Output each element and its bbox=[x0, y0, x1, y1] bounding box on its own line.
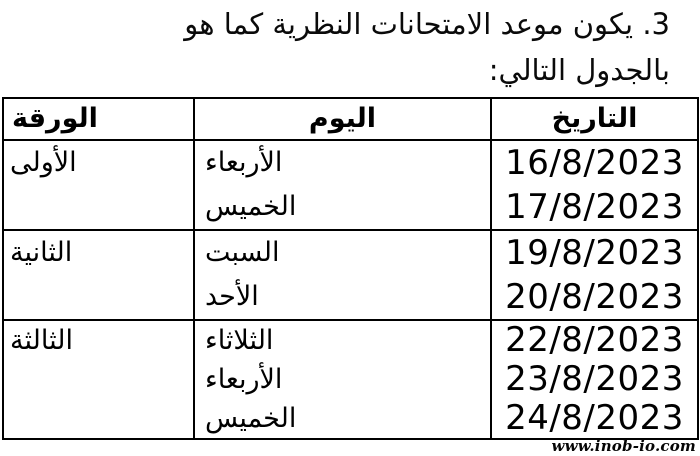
column-header-day: اليوم bbox=[193, 97, 492, 141]
date-cell: 22/8/2023 23/8/2023 24/8/2023 bbox=[490, 319, 699, 440]
day-value: الثلاثاء bbox=[205, 325, 274, 356]
day-value: الأربعاء bbox=[205, 147, 283, 178]
paper-value: الأولى bbox=[10, 147, 77, 178]
day-value: الأحد bbox=[205, 281, 259, 312]
day-cell: السبت الأحد bbox=[193, 229, 492, 321]
date-value: 23/8/2023 bbox=[505, 359, 684, 399]
heading-line-1: 3. يكون موعد الامتحانات النظرية كما هو bbox=[184, 7, 670, 41]
date-value: 22/8/2023 bbox=[505, 320, 684, 360]
paper-value: الثالثة bbox=[10, 325, 73, 356]
day-value: الخميس bbox=[205, 403, 297, 434]
table-row-paper-3: 22/8/2023 23/8/2023 24/8/2023 الثلاثاء ا… bbox=[2, 319, 699, 440]
date-cell: 19/8/2023 20/8/2023 bbox=[490, 229, 699, 321]
date-value: 17/8/2023 bbox=[505, 187, 684, 227]
date-value: 24/8/2023 bbox=[505, 398, 684, 438]
column-header-date: التاريخ bbox=[490, 97, 699, 141]
date-value: 16/8/2023 bbox=[505, 143, 684, 183]
day-value: السبت bbox=[205, 237, 280, 268]
paper-cell: الثالثة bbox=[2, 319, 195, 440]
column-header-paper: الورقة bbox=[2, 97, 195, 141]
section-heading: 3. يكون موعد الامتحانات النظرية كما هو ب… bbox=[60, 1, 670, 93]
day-value: الأربعاء bbox=[205, 364, 283, 395]
paper-cell: الثانية bbox=[2, 229, 195, 321]
date-value: 20/8/2023 bbox=[505, 277, 684, 317]
table-header-row: التاريخ اليوم الورقة bbox=[2, 97, 699, 141]
paper-value: الثانية bbox=[10, 237, 73, 268]
date-cell: 16/8/2023 17/8/2023 bbox=[490, 139, 699, 231]
date-value: 19/8/2023 bbox=[505, 233, 684, 273]
table-row-paper-1: 16/8/2023 17/8/2023 الأربعاء الخميس الأو… bbox=[2, 139, 699, 231]
paper-cell: الأولى bbox=[2, 139, 195, 231]
exam-schedule-table: التاريخ اليوم الورقة 16/8/2023 17/8/2023… bbox=[2, 97, 699, 440]
heading-line-2: بالجدول التالي: bbox=[488, 53, 670, 87]
table-row-paper-2: 19/8/2023 20/8/2023 السبت الأحد الثانية bbox=[2, 229, 699, 321]
day-value: الخميس bbox=[205, 191, 297, 222]
watermark-url: www.inob-io.com bbox=[551, 437, 696, 455]
day-cell: الأربعاء الخميس bbox=[193, 139, 492, 231]
day-cell: الثلاثاء الأربعاء الخميس bbox=[193, 319, 492, 440]
